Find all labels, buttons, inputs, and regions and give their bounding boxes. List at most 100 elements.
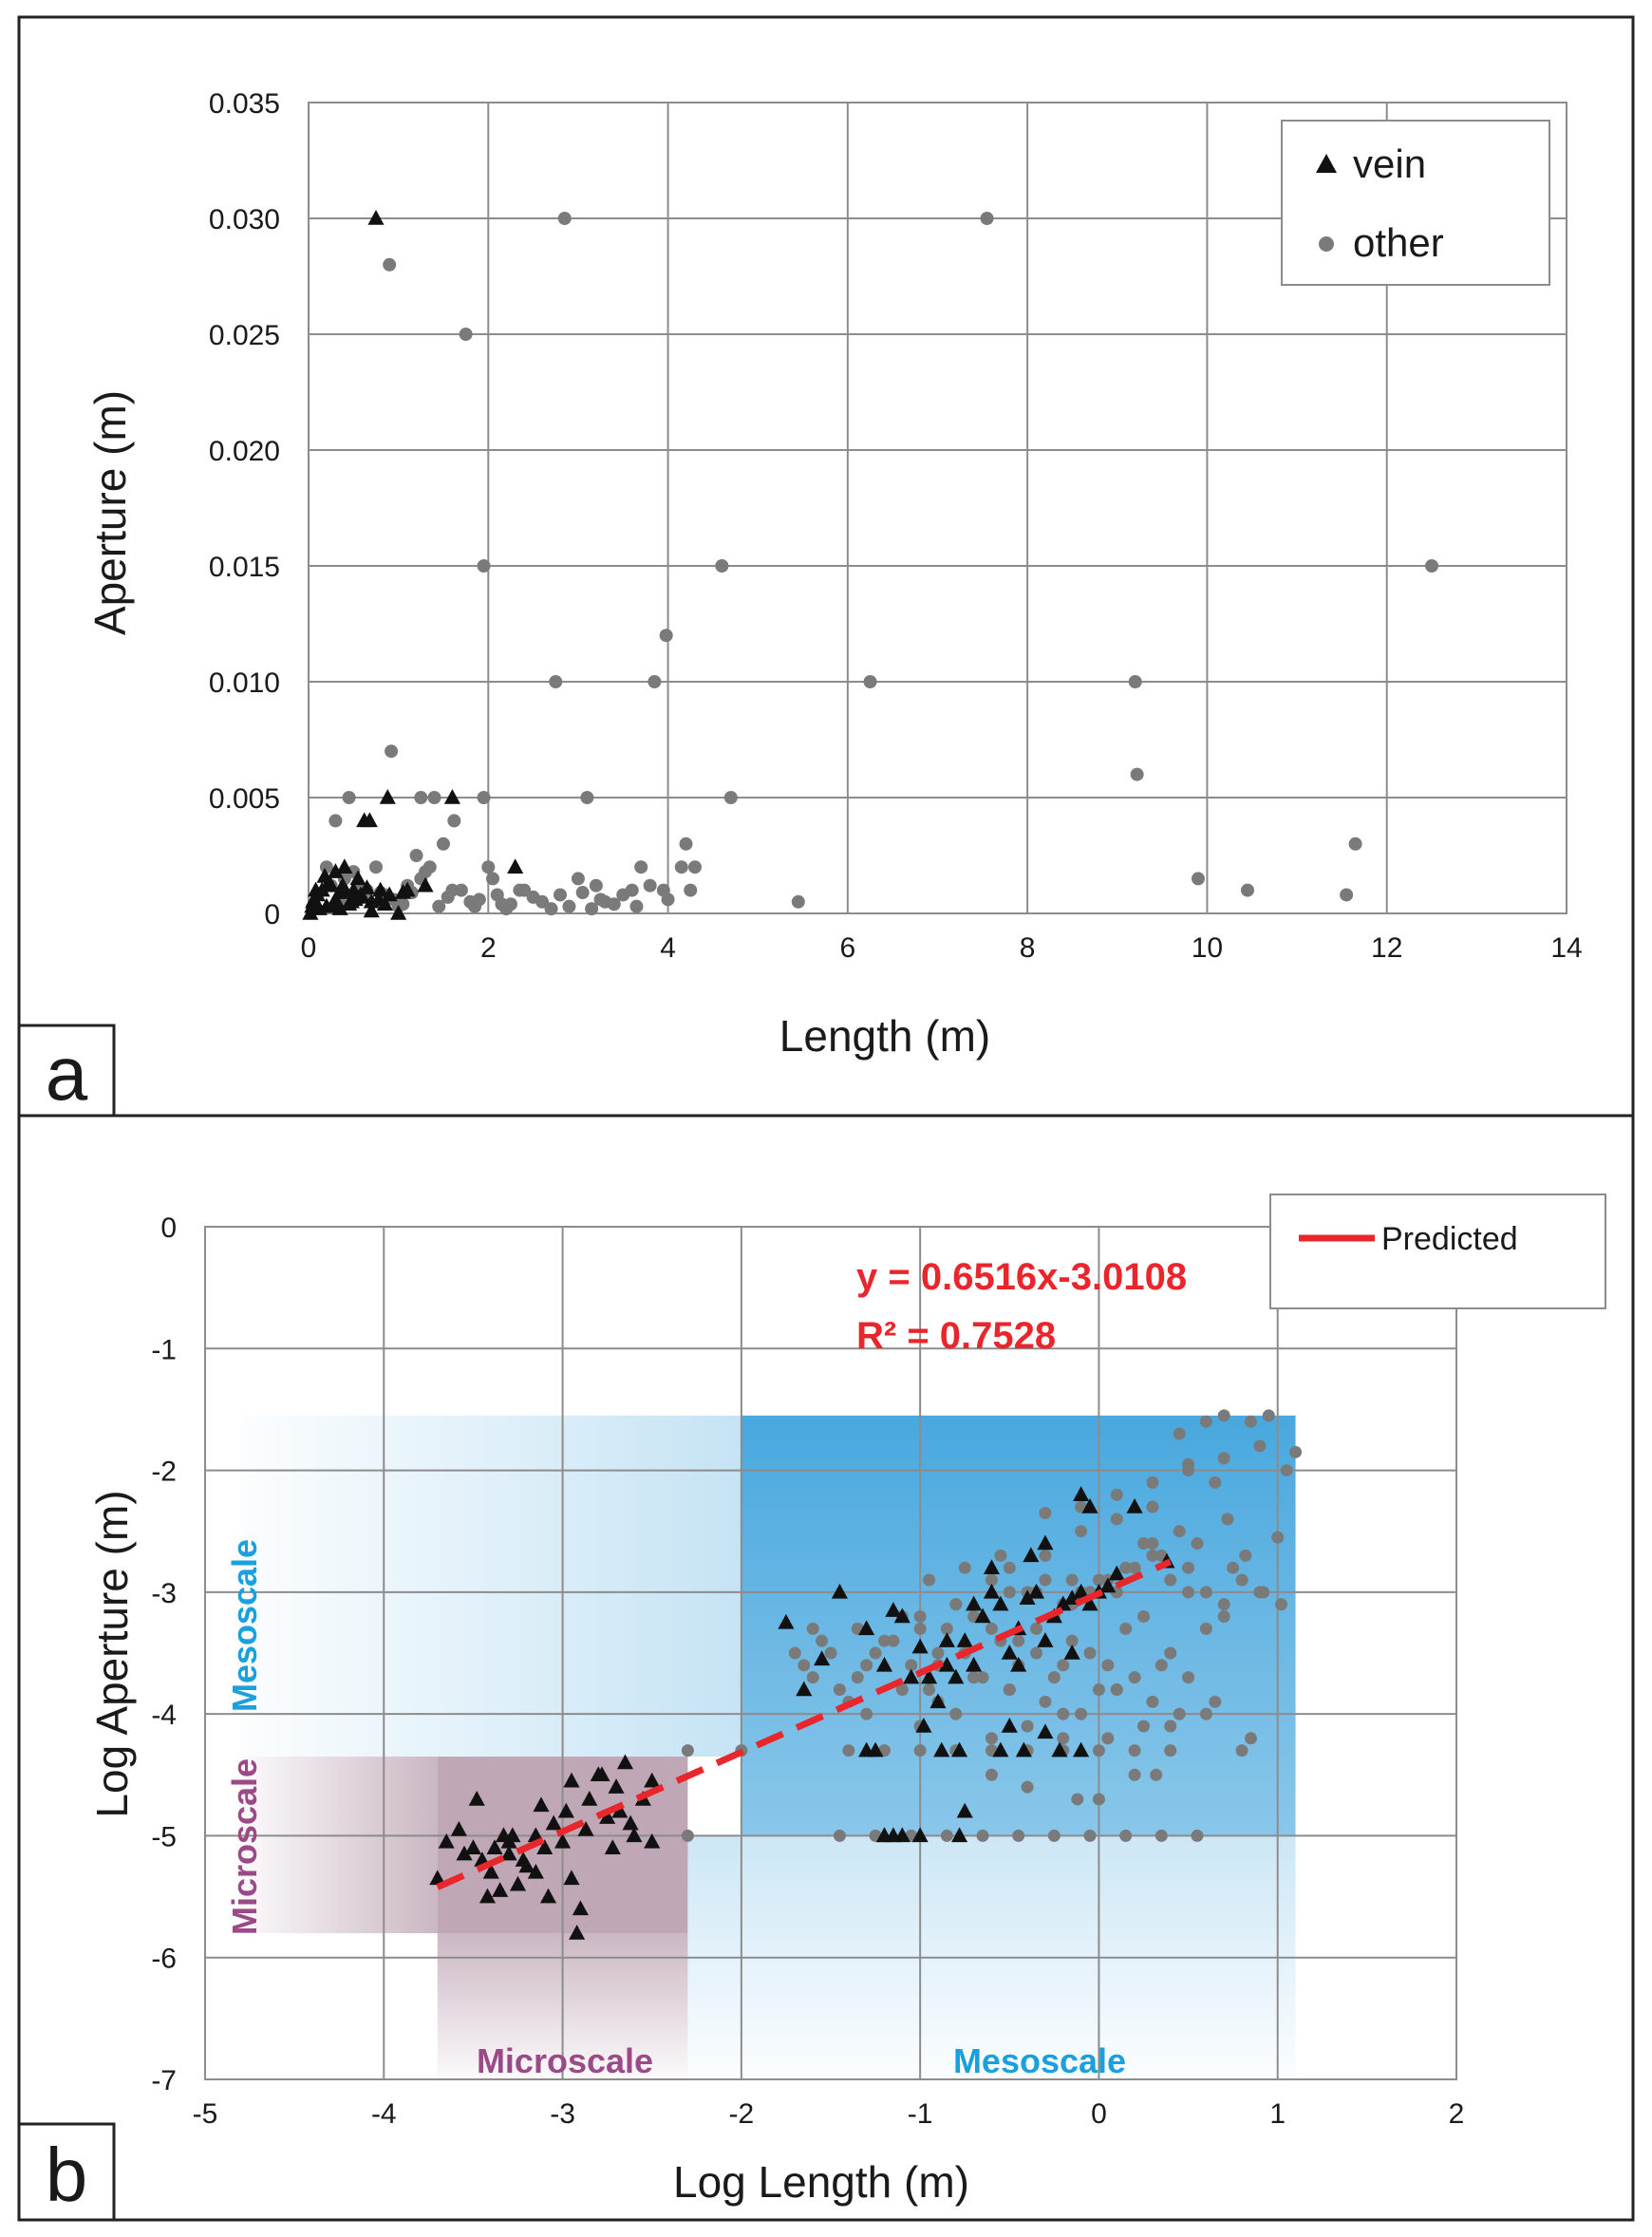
other-point: [1021, 1780, 1034, 1794]
x-tick-label: 10: [1192, 932, 1223, 964]
vein-point: [515, 1852, 532, 1867]
vein-point: [796, 1681, 813, 1697]
vein-point: [1055, 1595, 1072, 1611]
panel-b-y-axis-label: Log Aperture (m): [87, 1490, 137, 1817]
other-point: [342, 791, 356, 804]
other-point: [1425, 559, 1439, 573]
other-point: [1244, 1415, 1257, 1428]
other-point: [1217, 1610, 1230, 1624]
other-point: [383, 257, 397, 272]
other-point: [723, 791, 738, 804]
other-point: [459, 328, 473, 341]
other-point: [1071, 1793, 1084, 1806]
other-point: [616, 888, 630, 902]
vein-point: [486, 1839, 503, 1855]
other-point: [1209, 1476, 1222, 1489]
other-point: [659, 629, 673, 643]
vein-point: [911, 1827, 929, 1843]
other-point: [1191, 1537, 1204, 1551]
other-point: [1239, 1549, 1252, 1562]
other-point: [634, 860, 648, 874]
x-tick-label: 1: [1269, 2098, 1286, 2130]
other-point: [687, 860, 702, 874]
panel-b-y-ticks: -7 -6 -5 -4 -3 -2 -1 0: [151, 1212, 177, 2096]
vein-point: [376, 895, 393, 911]
other-point: [557, 212, 572, 225]
panel-b-gridlines: [204, 1226, 1457, 2080]
other-point: [1030, 1622, 1043, 1635]
other-point: [798, 1659, 811, 1672]
other-point: [913, 1610, 927, 1624]
other-point: [1241, 883, 1255, 897]
other-point: [472, 893, 486, 907]
other-point: [860, 1707, 873, 1720]
other-point: [1274, 1598, 1287, 1611]
other-point: [1030, 1646, 1043, 1660]
other-point: [1280, 1464, 1293, 1477]
other-point: [940, 1829, 953, 1842]
other-point: [1155, 1829, 1168, 1842]
other-point: [385, 744, 399, 759]
vein-point: [1081, 1595, 1098, 1611]
other-point: [887, 1634, 900, 1647]
vein-point: [417, 876, 434, 893]
other-point: [1119, 1829, 1133, 1842]
y-tick-label: 0.020: [209, 436, 280, 467]
vein-point: [1037, 1723, 1054, 1739]
other-point: [1217, 1598, 1230, 1611]
vein-point: [858, 1620, 875, 1636]
other-point: [319, 860, 333, 874]
vein-point: [608, 1778, 625, 1794]
other-point: [788, 1646, 801, 1660]
vein-point: [599, 1809, 616, 1824]
other-point: [661, 893, 675, 907]
vein-point: [1073, 1741, 1090, 1758]
vein-point: [316, 867, 333, 883]
other-point: [1271, 1531, 1285, 1544]
other-point: [486, 872, 500, 886]
other-point: [931, 1646, 945, 1660]
y-tick-label: -4: [151, 1700, 177, 1731]
vein-point: [644, 1833, 661, 1849]
y-tick-label: -2: [151, 1457, 177, 1488]
legend-other-label: other: [1353, 220, 1444, 265]
other-point: [833, 1829, 846, 1842]
y-tick-label: 0.035: [209, 88, 280, 120]
other-point: [1244, 1732, 1257, 1745]
other-point: [1128, 675, 1142, 688]
other-point: [1057, 1707, 1070, 1720]
other-point: [1146, 1549, 1159, 1562]
vein-point: [948, 1668, 965, 1684]
vein-point: [450, 1821, 467, 1836]
other-point: [1209, 1695, 1222, 1708]
y-tick-label: 0.005: [209, 783, 280, 815]
mesoscale-zone-fade-top: [240, 1415, 742, 1758]
vein-point: [507, 858, 524, 874]
vein-point: [858, 1741, 875, 1758]
other-point: [1173, 1707, 1186, 1720]
vein-point: [492, 1882, 509, 1897]
y-tick-label: -6: [151, 1944, 177, 1975]
other-point: [842, 1744, 855, 1758]
other-point: [1289, 1445, 1303, 1458]
other-point: [1182, 1586, 1195, 1599]
x-tick-label: -5: [193, 2098, 218, 2130]
panel-a-y-ticks: 0 0.005 0.010 0.015 0.020 0.025 0.030 0.…: [209, 88, 280, 931]
other-point: [329, 814, 343, 828]
other-point: [648, 675, 662, 688]
vein-point: [429, 1870, 446, 1886]
vein-point: [814, 1650, 831, 1666]
vein-point: [468, 1790, 485, 1806]
other-point: [1119, 1622, 1133, 1635]
panel-label-b-box: [17, 2122, 116, 2222]
vein-point: [1108, 1565, 1125, 1581]
other-point: [1191, 1829, 1204, 1842]
other-point: [1164, 1744, 1177, 1758]
vein-point: [367, 210, 385, 225]
x-tick-label: 2: [480, 932, 497, 964]
other-point: [863, 675, 877, 688]
trendline-r-squared: R² = 0.7528: [856, 1315, 1056, 1357]
other-point: [1101, 1659, 1115, 1672]
other-point: [432, 899, 446, 913]
